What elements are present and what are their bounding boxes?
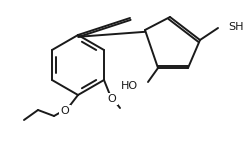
Text: O: O <box>61 106 69 116</box>
Text: SH: SH <box>228 22 243 32</box>
Text: HO: HO <box>121 81 138 91</box>
Text: O: O <box>108 94 116 104</box>
